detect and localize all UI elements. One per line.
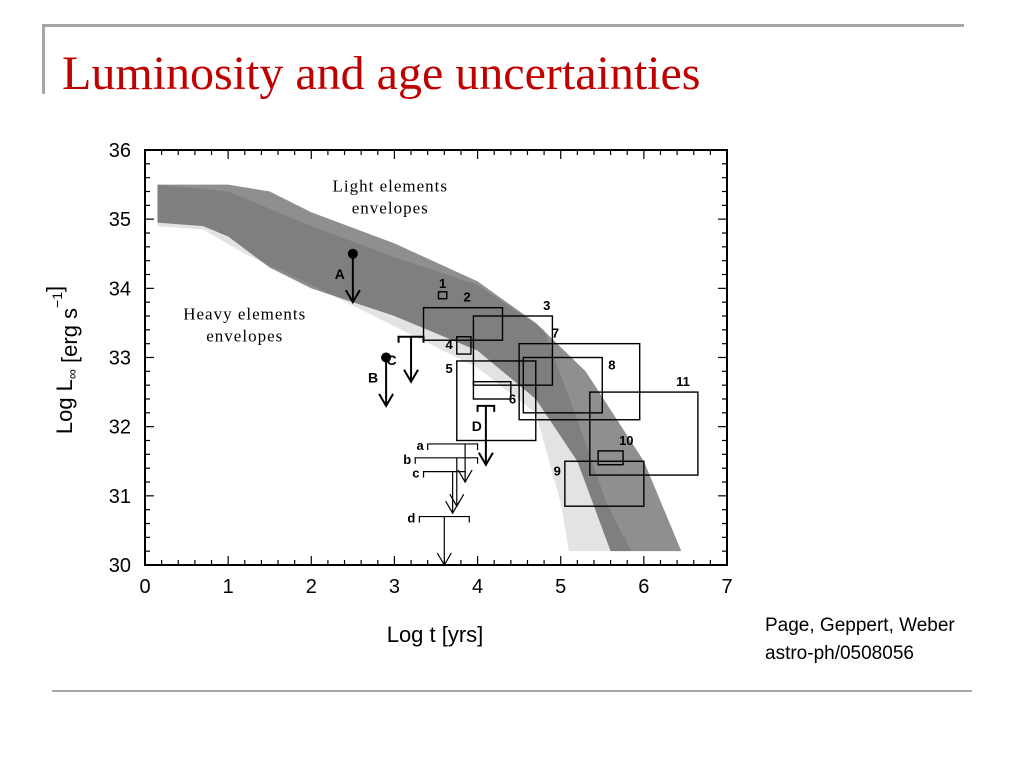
upper-limit-arrowhead-A bbox=[344, 289, 361, 305]
band-label-heavy-line-2: envelopes bbox=[206, 326, 283, 345]
y-tick-label-34: 34 bbox=[109, 278, 131, 300]
source-box-label-2: 2 bbox=[464, 290, 471, 305]
upper-limit-B: B bbox=[368, 352, 394, 408]
upper-limit-label-d: d bbox=[407, 511, 415, 526]
x-tick-label-4: 4 bbox=[472, 576, 483, 598]
citation: Page, Geppert, Weber astro-ph/0508056 bbox=[765, 612, 955, 668]
source-box-label-8: 8 bbox=[608, 358, 615, 373]
source-box-2 bbox=[422, 306, 504, 341]
upper-limit-arrowhead-c bbox=[445, 500, 461, 515]
source-box-3 bbox=[472, 315, 554, 386]
upper-limit-bar-b bbox=[414, 457, 479, 464]
source-box-label-1: 1 bbox=[439, 276, 446, 291]
slide-top-rule bbox=[42, 24, 964, 27]
source-box-label-9: 9 bbox=[554, 463, 561, 478]
source-box-label-5: 5 bbox=[446, 361, 453, 376]
source-box-9 bbox=[564, 460, 645, 507]
upper-limit-bar-d bbox=[418, 515, 470, 523]
band-label-light-line-2: envelopes bbox=[352, 199, 429, 218]
y-tick-label-30: 30 bbox=[109, 555, 131, 577]
upper-limit-arrowhead-a bbox=[457, 469, 473, 484]
source-box-label-10: 10 bbox=[619, 433, 633, 448]
source-box-label-6: 6 bbox=[509, 392, 516, 407]
upper-limit-arrowhead-D bbox=[478, 452, 494, 467]
source-box-label-3: 3 bbox=[543, 298, 550, 313]
upper-limit-label-B: B bbox=[368, 370, 378, 386]
y-tick-label-35: 35 bbox=[109, 209, 131, 231]
y-axis-label-part: Log L bbox=[52, 379, 77, 434]
citation-authors: Page, Geppert, Weber bbox=[765, 615, 955, 636]
band-label-heavy-line-1: Heavy elements bbox=[183, 304, 306, 323]
upper-limit-bar-a bbox=[427, 443, 479, 450]
source-box-10 bbox=[597, 450, 624, 466]
y-axis-label-part: ] bbox=[42, 286, 67, 292]
source-box-label-4: 4 bbox=[446, 337, 454, 352]
y-tick-label-36: 36 bbox=[109, 140, 131, 162]
upper-limit-arrowhead-C bbox=[403, 369, 419, 384]
band-label-light-line-1: Light elements bbox=[333, 177, 449, 196]
source-box-6 bbox=[472, 381, 512, 400]
citation-reference: astro-ph/0508056 bbox=[765, 643, 914, 664]
y-tick-label-31: 31 bbox=[109, 486, 131, 508]
upper-limit-D: D bbox=[472, 404, 496, 467]
upper-limit-label-b: b bbox=[403, 452, 411, 467]
x-axis-label: Log t [yrs] bbox=[387, 622, 484, 647]
source-box-1 bbox=[437, 291, 448, 300]
upper-limit-d: d bbox=[407, 511, 470, 567]
y-axis-label-part: ∞ bbox=[64, 369, 80, 379]
upper-limit-c: c bbox=[412, 466, 466, 515]
upper-limit-label-A: A bbox=[335, 266, 345, 282]
y-axis-label-part: [erg s bbox=[57, 308, 82, 369]
slide-title: Luminosity and age uncertainties bbox=[62, 47, 701, 100]
x-tick-label-7: 7 bbox=[721, 576, 732, 598]
source-box-7 bbox=[518, 342, 641, 421]
upper-limit-a: a bbox=[416, 438, 479, 484]
upper-limit-bar-c bbox=[422, 471, 466, 478]
upper-limit-A: A bbox=[335, 248, 361, 305]
y-tick-label-33: 33 bbox=[109, 348, 131, 370]
x-tick-label-6: 6 bbox=[638, 576, 649, 598]
source-box-11 bbox=[589, 391, 699, 476]
source-box-4 bbox=[456, 336, 472, 355]
y-axis-label: Log L∞ [erg s−1] bbox=[42, 286, 82, 434]
x-tick-label-1: 1 bbox=[223, 576, 234, 598]
x-tick-label-2: 2 bbox=[306, 576, 317, 598]
upper-limit-label-C: C bbox=[386, 352, 396, 368]
band-heavy-elements bbox=[157, 184, 682, 552]
x-tick-label-5: 5 bbox=[555, 576, 566, 598]
y-tick-label-32: 32 bbox=[109, 417, 131, 439]
source-box-5 bbox=[456, 360, 537, 442]
source-box-8 bbox=[522, 356, 603, 414]
upper-limit-label-D: D bbox=[472, 418, 482, 434]
slide-left-rule bbox=[42, 24, 45, 94]
y-axis-label-part: −1 bbox=[49, 292, 65, 308]
upper-limit-label-a: a bbox=[416, 438, 424, 453]
x-tick-label-0: 0 bbox=[139, 576, 150, 598]
upper-limit-C: C bbox=[386, 335, 425, 384]
upper-limit-label-c: c bbox=[412, 466, 419, 481]
cooling-curve-chart: Light elements envelopes Heavy elements env… bbox=[42, 140, 733, 647]
x-tick-label-3: 3 bbox=[389, 576, 400, 598]
source-box-label-7: 7 bbox=[552, 326, 559, 341]
upper-limit-arrowhead-B bbox=[378, 393, 394, 408]
slide-bottom-rule bbox=[52, 690, 972, 692]
source-box-label-11: 11 bbox=[676, 374, 690, 389]
